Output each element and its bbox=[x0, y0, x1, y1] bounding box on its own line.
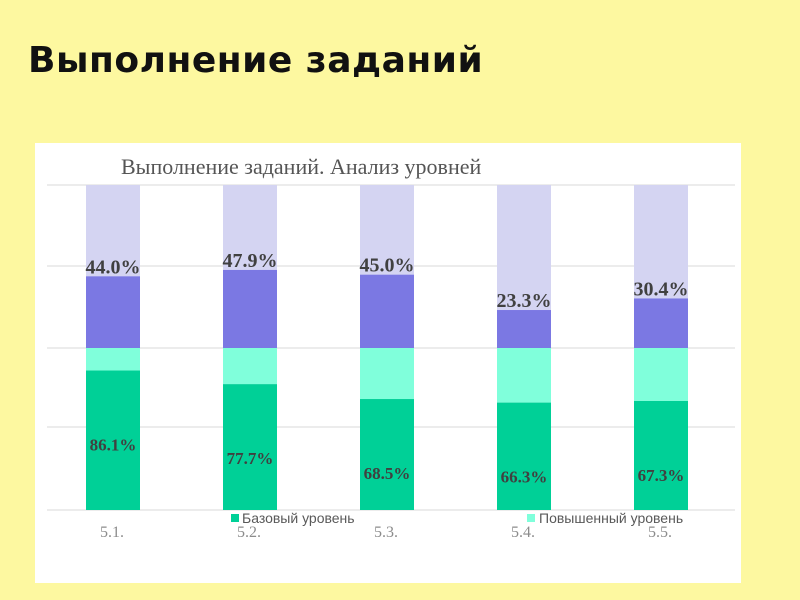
bar-basic-remainder bbox=[86, 348, 140, 371]
bar-advanced bbox=[86, 276, 140, 348]
data-label-basic: 66.3% bbox=[501, 468, 548, 487]
bar-advanced-remainder bbox=[634, 185, 688, 299]
legend-swatch-advanced bbox=[527, 514, 535, 522]
data-label-basic: 67.3% bbox=[638, 466, 685, 485]
bar-advanced-remainder bbox=[497, 185, 551, 311]
bar-basic-remainder bbox=[360, 348, 414, 400]
data-label-advanced: 30.4% bbox=[634, 278, 689, 300]
x-tick-label: 5.3. bbox=[374, 524, 398, 541]
bar-basic bbox=[223, 384, 277, 510]
x-tick-label: 5.2. bbox=[237, 524, 261, 541]
bar-basic-remainder bbox=[223, 348, 277, 385]
data-label-advanced: 23.3% bbox=[497, 290, 552, 312]
data-label-advanced: 45.0% bbox=[360, 255, 415, 277]
data-label-advanced: 44.0% bbox=[86, 256, 141, 278]
chart-panel: 86.1% 44.0% 5.1. 77.7% 47.9% 5.2. 68.5% 45.0% 5.… bbox=[35, 143, 741, 583]
bar-advanced bbox=[223, 269, 277, 348]
x-tick-label: 5.4. bbox=[511, 524, 535, 541]
data-label-basic: 77.7% bbox=[227, 449, 274, 468]
chart-svg: 86.1% 44.0% 5.1. 77.7% 47.9% 5.2. 68.5% 45.0% 5.… bbox=[47, 184, 735, 541]
x-tick-label: 5.5. bbox=[648, 524, 672, 541]
bar-advanced-remainder bbox=[360, 185, 414, 275]
bar-basic bbox=[360, 399, 414, 510]
bar-basic bbox=[634, 400, 688, 510]
bar-basic-remainder bbox=[634, 348, 688, 401]
chart-title: Выполнение заданий. Анализ уровней bbox=[121, 154, 482, 179]
bar-basic-remainder bbox=[497, 348, 551, 403]
bar-advanced bbox=[634, 298, 688, 348]
bar-basic bbox=[497, 402, 551, 510]
bar-advanced-remainder bbox=[223, 185, 277, 270]
slide-title: Выполнение заданий bbox=[28, 40, 484, 81]
data-label-advanced: 47.9% bbox=[223, 250, 278, 272]
bar-advanced bbox=[360, 274, 414, 348]
bar-advanced-remainder bbox=[86, 185, 140, 277]
legend-label-advanced: Повышенный уровень bbox=[539, 510, 683, 526]
bar-advanced bbox=[497, 310, 551, 348]
data-label-basic: 68.5% bbox=[364, 464, 411, 483]
x-tick-label: 5.1. bbox=[100, 524, 124, 541]
bar-basic bbox=[86, 370, 140, 510]
legend-label-basic: Базовый уровень bbox=[242, 510, 355, 526]
data-label-basic: 86.1% bbox=[90, 436, 137, 455]
legend-swatch-basic bbox=[231, 514, 239, 522]
